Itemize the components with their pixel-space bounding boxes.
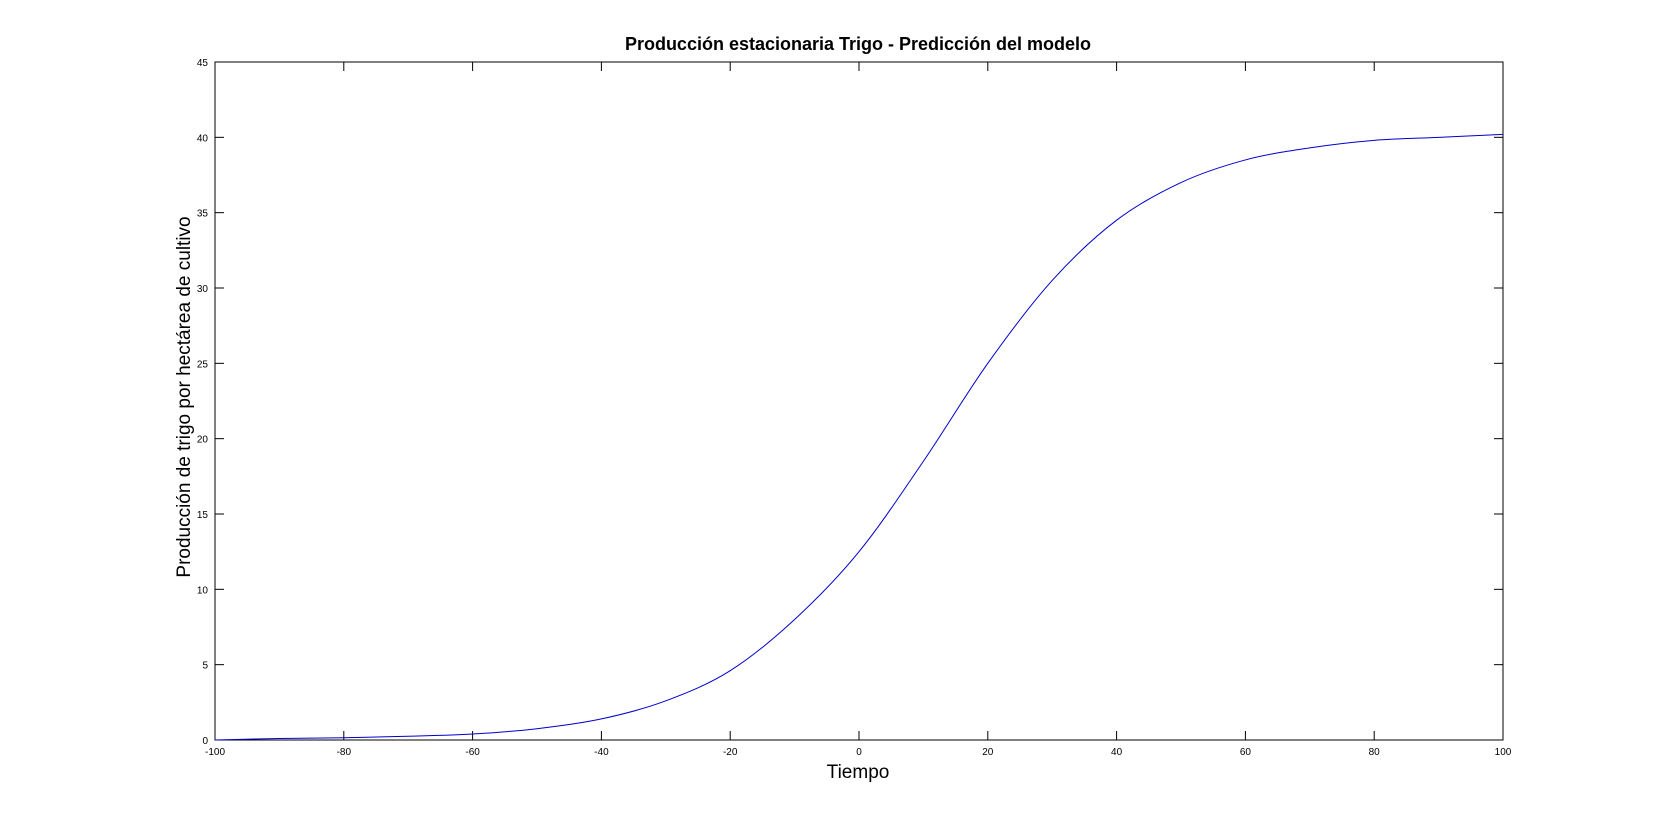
y-tick-label: 40: [197, 133, 209, 144]
series-line: [214, 133, 1504, 741]
chart-title: Producción estacionaria Trigo - Predicci…: [625, 34, 1091, 54]
x-tick-label: -80: [337, 747, 352, 758]
y-tick-label: 5: [202, 661, 208, 672]
y-tick-label: 10: [197, 585, 209, 596]
x-tick-label: 20: [982, 747, 994, 758]
y-tick-label: 30: [197, 284, 209, 295]
x-tick-label: -20: [723, 747, 738, 758]
y-tick-label: 15: [197, 510, 209, 521]
x-tick-label: 100: [1495, 747, 1512, 758]
x-tick-label: 0: [856, 747, 862, 758]
y-tick-label: 0: [202, 736, 208, 747]
y-tick-label: 20: [197, 435, 209, 446]
y-tick-label: 25: [197, 359, 209, 370]
x-tick-label: 60: [1240, 747, 1252, 758]
x-axis-label: Tiempo: [827, 762, 890, 783]
x-tick-label: 80: [1369, 747, 1381, 758]
x-axis-ticks: -100 -80 -60 -40 -20 0 20 40 60 80 100: [205, 62, 1512, 758]
y-axis-label: Producción de trigo por hectárea de cult…: [174, 216, 195, 577]
plot-area: [214, 61, 1504, 741]
y-tick-label: 35: [197, 209, 209, 220]
x-tick-label: -60: [465, 747, 480, 758]
x-tick-label: -100: [205, 747, 225, 758]
y-tick-label: 45: [197, 58, 209, 69]
x-tick-label: -40: [594, 747, 609, 758]
x-tick-label: 40: [1111, 747, 1123, 758]
y-axis-ticks: 0 5 10 15 20 25 30 35 40 45: [197, 58, 1503, 747]
